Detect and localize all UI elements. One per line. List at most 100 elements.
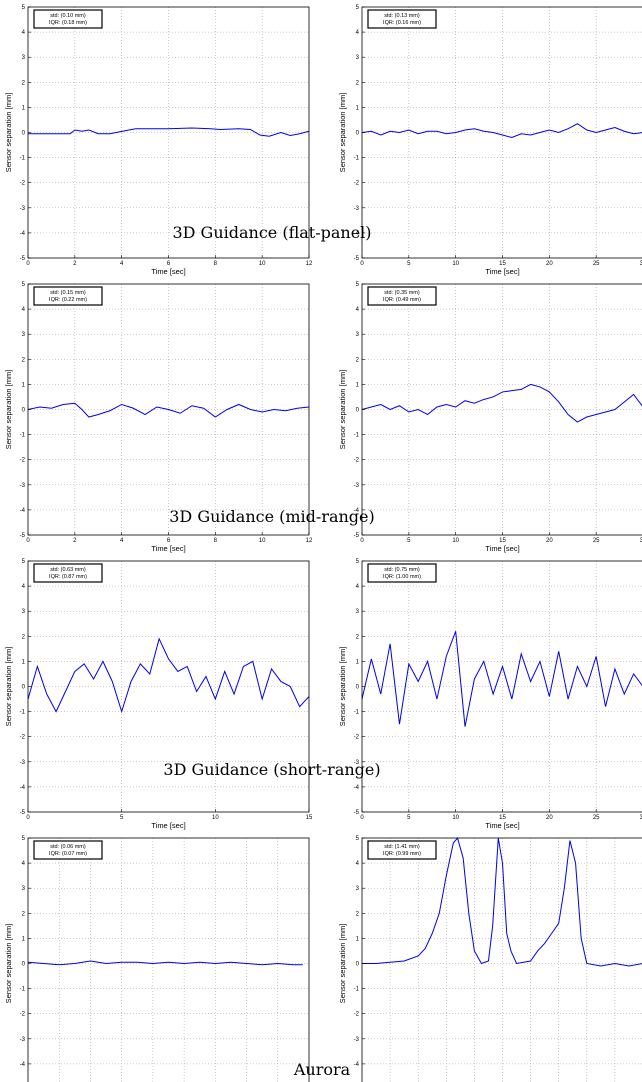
y-tick-label: 5 bbox=[356, 559, 360, 565]
y-axis-label: Sensor separation [mm] bbox=[338, 647, 347, 727]
y-tick-label: -1 bbox=[354, 987, 360, 993]
y-tick-label: -3 bbox=[354, 206, 360, 212]
y-tick-label: 4 bbox=[356, 30, 360, 36]
y-axis-label: Sensor separation [mm] bbox=[338, 924, 347, 1004]
stats-text: IQR: (0.49 mm) bbox=[383, 297, 421, 303]
series-line bbox=[361, 631, 642, 727]
x-tick-label: 10 bbox=[259, 261, 266, 267]
chart-panel-short-left: 0 5 10 15 -5 -4 -3 -2 -1 0 1 2 3 4 5 Time [sec] Sensor s… bbox=[4, 559, 313, 830]
x-tick-label: 20 bbox=[546, 538, 553, 544]
y-tick-label: -5 bbox=[20, 256, 26, 262]
x-tick-label: 8 bbox=[214, 261, 218, 267]
stats-text: IQR: (0.16 mm) bbox=[383, 20, 421, 26]
y-tick-label: 3 bbox=[356, 55, 360, 61]
series-line bbox=[27, 637, 310, 714]
y-tick-label: 5 bbox=[22, 559, 26, 565]
figure-caption: Aurora bbox=[293, 1060, 351, 1079]
figure-caption: 3D Guidance (flat-panel) bbox=[172, 223, 371, 242]
y-tick-label: -4 bbox=[20, 785, 26, 791]
x-tick-label: 0 bbox=[26, 815, 30, 821]
stats-box bbox=[33, 286, 103, 306]
x-tick-label: 6 bbox=[167, 261, 171, 267]
stats-box bbox=[33, 840, 103, 860]
x-tick-label: 15 bbox=[499, 815, 506, 821]
series-line bbox=[362, 836, 642, 967]
y-tick-label: -4 bbox=[20, 231, 26, 237]
y-tick-label: -3 bbox=[354, 1037, 360, 1043]
stats-text: IQR: (0.22 mm) bbox=[49, 297, 87, 303]
x-tick-label: 5 bbox=[407, 538, 411, 544]
y-tick-label: -3 bbox=[354, 760, 360, 766]
x-tick-label: 4 bbox=[120, 261, 124, 267]
y-tick-label: 1 bbox=[356, 105, 360, 111]
y-axis-label: Sensor separation [mm] bbox=[4, 647, 13, 727]
series-line bbox=[27, 960, 303, 966]
stats-box bbox=[367, 563, 437, 583]
y-tick-label: 1 bbox=[356, 659, 360, 665]
stats-box bbox=[367, 9, 437, 29]
stats-text: IQR: (0.99 mm) bbox=[383, 851, 421, 857]
series-line bbox=[361, 123, 642, 139]
y-tick-label: -5 bbox=[20, 810, 26, 816]
x-tick-label: 5 bbox=[120, 815, 124, 821]
x-tick-label: 6 bbox=[167, 538, 171, 544]
y-tick-label: -3 bbox=[354, 483, 360, 489]
figure-caption: 3D Guidance (short-range) bbox=[163, 760, 380, 779]
y-tick-label: 5 bbox=[22, 5, 26, 11]
y-tick-label: -3 bbox=[20, 483, 26, 489]
x-tick-label: 5 bbox=[407, 815, 411, 821]
x-tick-label: 12 bbox=[306, 538, 313, 544]
x-axis-label: Time [sec] bbox=[485, 821, 519, 830]
y-tick-label: -5 bbox=[354, 533, 360, 539]
y-tick-label: -1 bbox=[20, 156, 26, 162]
y-tick-label: 5 bbox=[356, 836, 360, 842]
x-tick-label: 0 bbox=[26, 261, 30, 267]
x-axis-label: Time [sec] bbox=[151, 821, 185, 830]
x-tick-label: 25 bbox=[593, 815, 600, 821]
y-tick-label: -1 bbox=[20, 987, 26, 993]
x-tick-label: 5 bbox=[407, 261, 411, 267]
y-tick-label: 0 bbox=[22, 685, 26, 691]
y-tick-label: 2 bbox=[356, 911, 360, 917]
y-axis-label: Sensor separation [mm] bbox=[338, 370, 347, 450]
y-tick-label: -2 bbox=[20, 1012, 26, 1018]
stats-box bbox=[33, 9, 103, 29]
y-tick-label: -5 bbox=[354, 810, 360, 816]
stats-text: std: (0.15 mm) bbox=[50, 290, 86, 296]
x-tick-label: 0 bbox=[360, 815, 364, 821]
y-tick-label: 4 bbox=[356, 861, 360, 867]
stats-box bbox=[367, 840, 437, 860]
series-line bbox=[361, 383, 642, 423]
y-tick-label: 4 bbox=[22, 30, 26, 36]
plot-area bbox=[362, 284, 642, 535]
stats-text: std: (1.41 mm) bbox=[384, 844, 420, 850]
series-line bbox=[28, 127, 310, 137]
x-tick-label: 0 bbox=[360, 261, 364, 267]
x-tick-label: 2 bbox=[73, 261, 77, 267]
y-tick-label: 1 bbox=[22, 382, 26, 388]
x-tick-label: 4 bbox=[120, 538, 124, 544]
y-tick-label: 0 bbox=[356, 131, 360, 137]
y-tick-label: -4 bbox=[354, 785, 360, 791]
y-tick-label: 1 bbox=[22, 659, 26, 665]
x-axis-label: Time [sec] bbox=[151, 267, 185, 276]
y-tick-label: 2 bbox=[356, 80, 360, 86]
x-tick-label: 15 bbox=[499, 261, 506, 267]
y-tick-label: 4 bbox=[22, 584, 26, 590]
y-tick-label: 0 bbox=[356, 408, 360, 414]
x-tick-label: 12 bbox=[306, 261, 313, 267]
y-tick-label: -3 bbox=[20, 1037, 26, 1043]
stats-text: std: (0.63 mm) bbox=[50, 567, 86, 573]
y-tick-label: 3 bbox=[356, 609, 360, 615]
plot-area bbox=[28, 838, 309, 1082]
y-tick-label: -1 bbox=[354, 156, 360, 162]
y-tick-label: -3 bbox=[20, 206, 26, 212]
series-line bbox=[27, 402, 310, 418]
y-tick-label: -2 bbox=[354, 181, 360, 187]
y-tick-label: -2 bbox=[354, 735, 360, 741]
y-tick-label: -2 bbox=[20, 458, 26, 464]
